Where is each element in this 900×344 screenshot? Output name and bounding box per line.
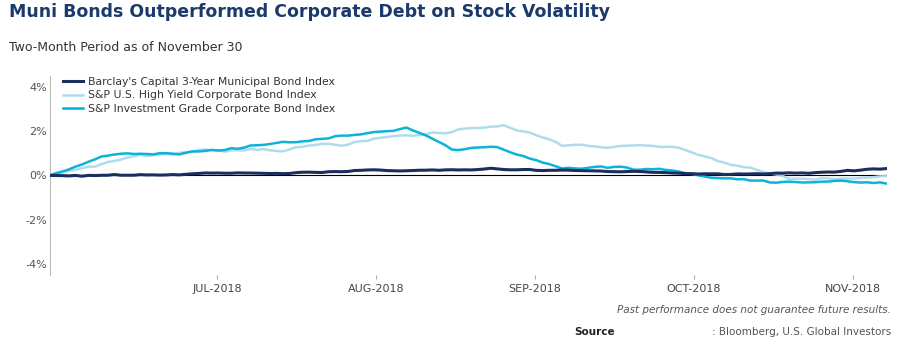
Text: Past performance does not guarantee future results.: Past performance does not guarantee futu… — [617, 305, 891, 315]
Legend: Barclay's Capital 3-Year Municipal Bond Index, S&P U.S. High Yield Corporate Bon: Barclay's Capital 3-Year Municipal Bond … — [63, 77, 336, 114]
Text: Source: Source — [574, 327, 615, 337]
Text: : Bloomberg, U.S. Global Investors: : Bloomberg, U.S. Global Investors — [712, 327, 891, 337]
Text: Two-Month Period as of November 30: Two-Month Period as of November 30 — [9, 41, 242, 54]
Text: Muni Bonds Outperformed Corporate Debt on Stock Volatility: Muni Bonds Outperformed Corporate Debt o… — [9, 3, 610, 21]
